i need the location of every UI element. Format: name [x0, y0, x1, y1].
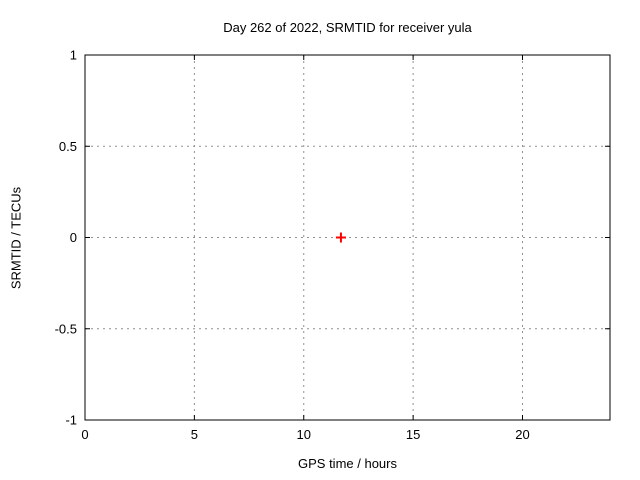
y-tick-label: -0.5 — [55, 321, 77, 336]
chart-title: Day 262 of 2022, SRMTID for receiver yul… — [223, 20, 472, 35]
x-tick-label: 5 — [191, 427, 198, 442]
y-tick-label: -1 — [65, 413, 77, 428]
x-tick-label: 0 — [81, 427, 88, 442]
x-tick-label: 10 — [297, 427, 311, 442]
x-tick-label: 15 — [406, 427, 420, 442]
y-tick-label: 1 — [70, 48, 77, 63]
x-tick-label: 20 — [515, 427, 529, 442]
x-axis-label: GPS time / hours — [298, 456, 397, 471]
y-tick-label: 0.5 — [59, 139, 77, 154]
y-tick-label: 0 — [70, 230, 77, 245]
